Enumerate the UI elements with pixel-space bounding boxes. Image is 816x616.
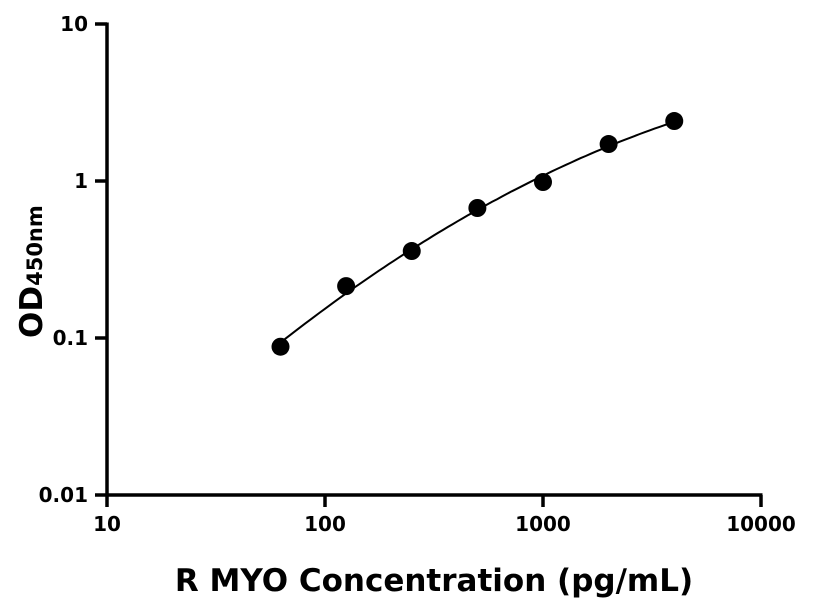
data-points	[271, 112, 684, 356]
y-tick-label: 1	[74, 169, 88, 193]
data-point	[271, 337, 290, 356]
data-point	[534, 173, 552, 192]
tick-labels: 10 100 1000 10000 0.01 0.1 1 10	[39, 12, 796, 536]
fit-curve	[279, 120, 675, 344]
x-tick-label: 1000	[515, 512, 571, 536]
data-point	[665, 112, 684, 131]
x-axis-label: R MYO Concentration (pg/mL)	[175, 563, 693, 599]
x-tick-label: 10	[93, 512, 121, 536]
y-axis-label-main: OD	[14, 286, 50, 338]
data-point	[468, 199, 487, 218]
y-tick-label: 0.1	[53, 326, 88, 350]
x-tick-label: 100	[304, 512, 346, 536]
x-tick-label: 10000	[726, 512, 796, 536]
axes	[95, 22, 763, 507]
data-point	[402, 242, 421, 261]
data-point	[337, 277, 356, 296]
data-point	[599, 135, 618, 154]
y-axis-label-subscript: 450nm	[23, 205, 47, 286]
y-tick-label: 10	[60, 12, 88, 36]
y-axis-label: OD450nm	[14, 205, 50, 338]
y-tick-label: 0.01	[39, 483, 88, 507]
